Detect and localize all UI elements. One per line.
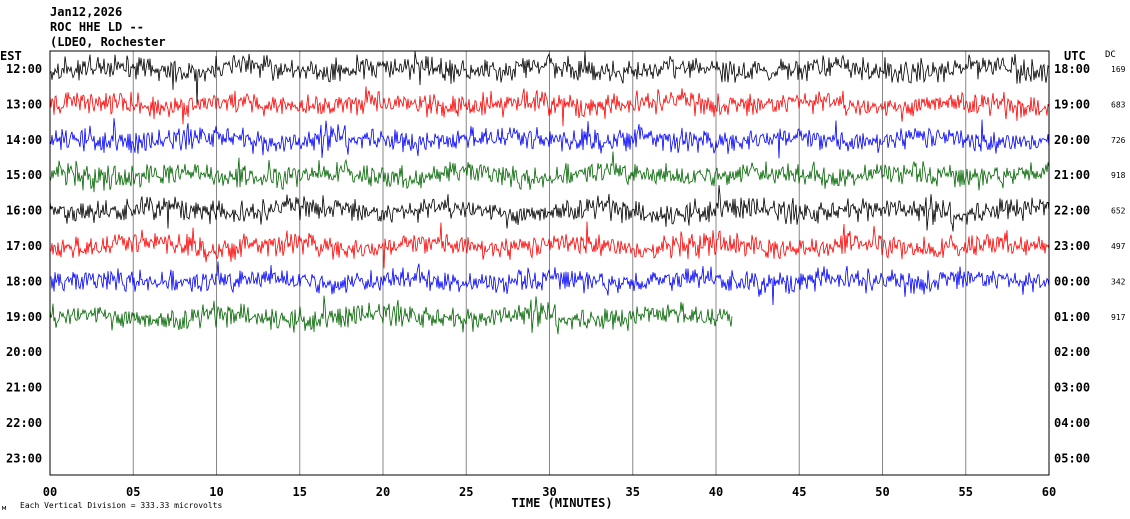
x-tick-label: 05 <box>126 485 140 499</box>
x-tick-label: 25 <box>459 485 473 499</box>
dc-value-label: 497 <box>1111 242 1126 251</box>
x-tick-label: 30 <box>542 485 556 499</box>
x-tick-label: 40 <box>709 485 723 499</box>
trace-line <box>49 118 1050 159</box>
dc-value-label: 918 <box>1111 171 1126 180</box>
utc-hour-label: 05:00 <box>1054 451 1090 465</box>
traces <box>49 51 1050 335</box>
scale-icon: м <box>2 504 7 512</box>
trace-line <box>49 151 1050 193</box>
est-hour-labels: 12:00 13:00 14:00 15:00 16:00 17:00 18:00 19:00… <box>6 62 42 465</box>
est-hour-label: 14:00 <box>6 133 42 147</box>
trace-line <box>49 86 1050 127</box>
utc-hour-label: 03:00 <box>1054 381 1090 395</box>
est-hour-label: 16:00 <box>6 204 42 218</box>
est-hour-label: 13:00 <box>6 97 42 111</box>
est-hour-label: 17:00 <box>6 239 42 253</box>
dc-value-label: 683 <box>1111 100 1126 109</box>
est-hour-label: 20:00 <box>6 345 42 359</box>
utc-hour-label: 20:00 <box>1054 133 1090 147</box>
utc-hour-label: 18:00 <box>1054 62 1090 76</box>
utc-hour-label: 01:00 <box>1054 310 1090 324</box>
dc-value-label: 342 <box>1111 277 1126 286</box>
x-tick-label: 15 <box>293 485 307 499</box>
est-hour-label: 18:00 <box>6 274 42 288</box>
x-tick-label: 35 <box>626 485 640 499</box>
scale-note: Each Vertical Division = 333.33 microvol… <box>20 501 222 510</box>
utc-zone-label: UTC <box>1064 49 1086 63</box>
utc-hour-label: 23:00 <box>1054 239 1090 253</box>
utc-hour-label: 22:00 <box>1054 204 1090 218</box>
header: Jan12,2026 ROC HHE LD -- (LDEO, Rocheste… <box>0 5 1116 63</box>
dc-value-label: 652 <box>1111 207 1126 216</box>
est-hour-label: 15:00 <box>6 168 42 182</box>
x-tick-label: 60 <box>1042 485 1056 499</box>
network-label: (LDEO, Rochester <box>50 35 166 49</box>
utc-hour-label: 02:00 <box>1054 345 1090 359</box>
trace-line <box>49 295 733 335</box>
plot-frame <box>49 50 1050 476</box>
dc-value-label: 917 <box>1111 313 1126 322</box>
x-tick-label: 10 <box>209 485 223 499</box>
est-hour-label: 21:00 <box>6 381 42 395</box>
x-axis-label: TIME (MINUTES) <box>511 496 612 510</box>
x-tick-label: 20 <box>376 485 390 499</box>
est-hour-label: 12:00 <box>6 62 42 76</box>
utc-hour-labels: 18:00 19:00 20:00 21:00 22:00 23:00 00:00 01:00… <box>1054 62 1090 465</box>
trace-line <box>49 221 1050 269</box>
utc-hour-label: 21:00 <box>1054 168 1090 182</box>
utc-hour-label: 19:00 <box>1054 97 1090 111</box>
x-tick-label: 00 <box>43 485 57 499</box>
grid <box>132 51 967 475</box>
x-tick-label: 55 <box>959 485 973 499</box>
trace-line <box>49 51 1050 105</box>
dc-label: DC <box>1105 50 1116 60</box>
utc-hour-label: 04:00 <box>1054 416 1090 430</box>
dc-value-labels: 169 683 726 918 652 497 342 917 <box>1111 65 1126 322</box>
est-hour-label: 22:00 <box>6 416 42 430</box>
utc-hour-label: 00:00 <box>1054 274 1090 288</box>
x-tick-label: 45 <box>792 485 806 499</box>
dc-value-label: 169 <box>1111 65 1126 74</box>
date-label: Jan12,2026 <box>50 5 122 19</box>
x-tick-label: 50 <box>875 485 889 499</box>
est-hour-label: 23:00 <box>6 451 42 465</box>
x-tick-labels: 00 05 10 15 20 25 30 35 40 45 50 55 60 <box>43 485 1056 499</box>
trace-line <box>50 261 1050 306</box>
station-label: ROC HHE LD -- <box>50 20 144 34</box>
dc-value-label: 726 <box>1111 136 1126 145</box>
est-hour-label: 19:00 <box>6 310 42 324</box>
trace-line <box>49 185 1050 232</box>
est-zone-label: EST <box>0 49 22 63</box>
